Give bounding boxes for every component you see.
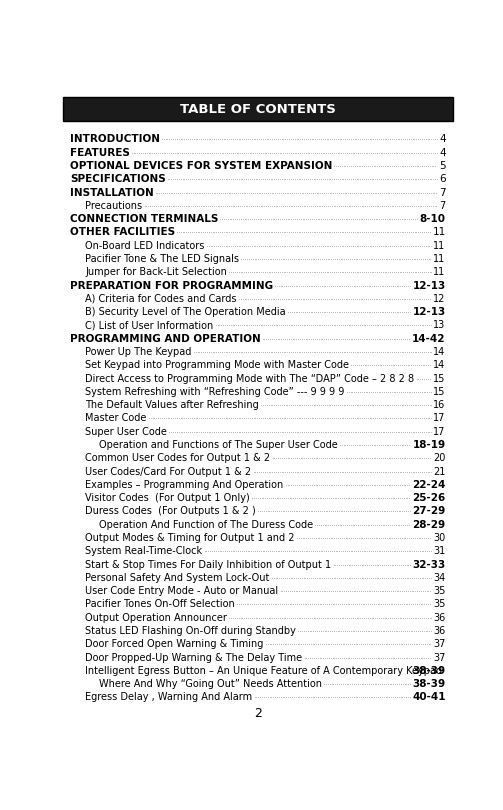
Text: 12-13: 12-13 bbox=[412, 280, 446, 291]
Text: 11: 11 bbox=[433, 228, 446, 237]
Text: Examples – Programming And Operation: Examples – Programming And Operation bbox=[86, 480, 284, 490]
Text: 11: 11 bbox=[434, 254, 446, 264]
Text: 18-19: 18-19 bbox=[412, 440, 446, 450]
Text: 22-24: 22-24 bbox=[412, 480, 446, 490]
Text: 35: 35 bbox=[433, 599, 446, 609]
Text: 16: 16 bbox=[434, 400, 446, 410]
Text: 8-10: 8-10 bbox=[420, 214, 446, 224]
Text: INSTALLATION: INSTALLATION bbox=[70, 188, 153, 198]
Text: CONNECTION TERMINALS: CONNECTION TERMINALS bbox=[70, 214, 218, 224]
Text: 36: 36 bbox=[434, 626, 446, 636]
Text: The Default Values after Refreshing: The Default Values after Refreshing bbox=[86, 400, 259, 410]
Text: 6: 6 bbox=[439, 174, 446, 185]
Text: Direct Access to Programming Mode with The “DAP” Code – 2 8 2 8: Direct Access to Programming Mode with T… bbox=[86, 373, 414, 384]
Text: INTRODUCTION: INTRODUCTION bbox=[70, 134, 160, 144]
Text: Common User Codes for Output 1 & 2: Common User Codes for Output 1 & 2 bbox=[86, 454, 271, 463]
Text: 38-39: 38-39 bbox=[412, 679, 446, 689]
Text: 32-33: 32-33 bbox=[412, 560, 446, 569]
Text: 5: 5 bbox=[439, 161, 446, 171]
Text: Set Keypad into Programming Mode with Master Code: Set Keypad into Programming Mode with Ma… bbox=[86, 360, 350, 370]
Text: 15: 15 bbox=[433, 387, 446, 397]
Text: B) Security Level of The Operation Media: B) Security Level of The Operation Media bbox=[86, 307, 286, 318]
Text: Pacifier Tone & The LED Signals: Pacifier Tone & The LED Signals bbox=[86, 254, 239, 264]
Text: 31: 31 bbox=[434, 546, 446, 556]
Text: 40-41: 40-41 bbox=[412, 693, 446, 702]
Text: Visitor Codes  (For Output 1 Only): Visitor Codes (For Output 1 Only) bbox=[86, 493, 250, 503]
Text: A) Criteria for Codes and Cards: A) Criteria for Codes and Cards bbox=[86, 294, 237, 304]
Text: 12: 12 bbox=[433, 294, 446, 304]
Text: 17: 17 bbox=[433, 413, 446, 424]
Text: 14: 14 bbox=[434, 360, 446, 370]
Text: 12-13: 12-13 bbox=[412, 307, 446, 318]
Text: PROGRAMMING AND OPERATION: PROGRAMMING AND OPERATION bbox=[70, 334, 261, 343]
Text: 17: 17 bbox=[433, 427, 446, 437]
Text: 35: 35 bbox=[433, 586, 446, 596]
Text: Pacifier Tones On-Off Selection: Pacifier Tones On-Off Selection bbox=[86, 599, 235, 609]
Text: 13: 13 bbox=[434, 321, 446, 330]
Text: 14: 14 bbox=[434, 347, 446, 357]
Text: 11: 11 bbox=[434, 267, 446, 277]
Text: Door Forced Open Warning & Timing: Door Forced Open Warning & Timing bbox=[86, 639, 264, 650]
Text: FEATURES: FEATURES bbox=[70, 147, 130, 158]
Text: Where And Why “Going Out” Needs Attention: Where And Why “Going Out” Needs Attentio… bbox=[99, 679, 322, 689]
Text: PREPARATION FOR PROGRAMMING: PREPARATION FOR PROGRAMMING bbox=[70, 280, 273, 291]
Text: 11: 11 bbox=[434, 241, 446, 251]
Text: 14-42: 14-42 bbox=[412, 334, 446, 343]
Text: User Codes/Card For Output 1 & 2: User Codes/Card For Output 1 & 2 bbox=[86, 467, 252, 476]
Text: Master Code: Master Code bbox=[86, 413, 147, 424]
Text: Intelligent Egress Button – An Unique Feature of A Contemporary Keypad: Intelligent Egress Button – An Unique Fe… bbox=[86, 666, 443, 676]
Text: 7: 7 bbox=[439, 188, 446, 198]
Text: Precautions: Precautions bbox=[86, 201, 143, 211]
Text: Jumper for Back-Lit Selection: Jumper for Back-Lit Selection bbox=[86, 267, 227, 277]
Text: System Real-Time-Clock: System Real-Time-Clock bbox=[86, 546, 203, 556]
Text: Output Operation Announcer: Output Operation Announcer bbox=[86, 612, 227, 623]
Text: On-Board LED Indicators: On-Board LED Indicators bbox=[86, 241, 205, 251]
Text: Duress Codes  (For Outputs 1 & 2 ): Duress Codes (For Outputs 1 & 2 ) bbox=[86, 506, 256, 517]
Text: OTHER FACILITIES: OTHER FACILITIES bbox=[70, 228, 175, 237]
Text: User Code Entry Mode - Auto or Manual: User Code Entry Mode - Auto or Manual bbox=[86, 586, 279, 596]
Text: TABLE OF CONTENTS: TABLE OF CONTENTS bbox=[180, 103, 336, 116]
FancyBboxPatch shape bbox=[63, 97, 453, 121]
Text: C) List of User Information: C) List of User Information bbox=[86, 321, 214, 330]
Text: 25-26: 25-26 bbox=[412, 493, 446, 503]
Text: 36: 36 bbox=[434, 612, 446, 623]
Text: 37: 37 bbox=[433, 653, 446, 663]
Text: 7: 7 bbox=[440, 201, 446, 211]
Text: Egress Delay , Warning And Alarm: Egress Delay , Warning And Alarm bbox=[86, 693, 253, 702]
Text: 20: 20 bbox=[433, 454, 446, 463]
Text: Door Propped-Up Warning & The Delay Time: Door Propped-Up Warning & The Delay Time bbox=[86, 653, 303, 663]
Text: Super User Code: Super User Code bbox=[86, 427, 167, 437]
Text: 2: 2 bbox=[254, 707, 262, 720]
Text: OPTIONAL DEVICES FOR SYSTEM EXPANSION: OPTIONAL DEVICES FOR SYSTEM EXPANSION bbox=[70, 161, 332, 171]
Text: Power Up The Keypad: Power Up The Keypad bbox=[86, 347, 192, 357]
Text: 4: 4 bbox=[439, 134, 446, 144]
Text: System Refreshing with “Refreshing Code” --- 9 9 9 9: System Refreshing with “Refreshing Code”… bbox=[86, 387, 345, 397]
Text: SPECIFICATIONS: SPECIFICATIONS bbox=[70, 174, 165, 185]
Text: Start & Stop Times For Daily Inhibition of Output 1: Start & Stop Times For Daily Inhibition … bbox=[86, 560, 331, 569]
Text: 38-39: 38-39 bbox=[412, 666, 446, 676]
Text: 30: 30 bbox=[434, 533, 446, 543]
Text: 28-29: 28-29 bbox=[412, 520, 446, 530]
Text: Operation And Function of The Duress Code: Operation And Function of The Duress Cod… bbox=[99, 520, 313, 530]
Text: 27-29: 27-29 bbox=[412, 506, 446, 517]
Text: 4: 4 bbox=[439, 147, 446, 158]
Text: 37: 37 bbox=[433, 639, 446, 650]
Text: Status LED Flashing On-Off during Standby: Status LED Flashing On-Off during Standb… bbox=[86, 626, 296, 636]
Text: Operation and Functions of The Super User Code: Operation and Functions of The Super Use… bbox=[99, 440, 338, 450]
Text: Output Modes & Timing for Output 1 and 2: Output Modes & Timing for Output 1 and 2 bbox=[86, 533, 295, 543]
Text: 15: 15 bbox=[433, 373, 446, 384]
Text: 34: 34 bbox=[434, 573, 446, 583]
Text: Personal Safety And System Lock-Out: Personal Safety And System Lock-Out bbox=[86, 573, 270, 583]
Text: 21: 21 bbox=[433, 467, 446, 476]
